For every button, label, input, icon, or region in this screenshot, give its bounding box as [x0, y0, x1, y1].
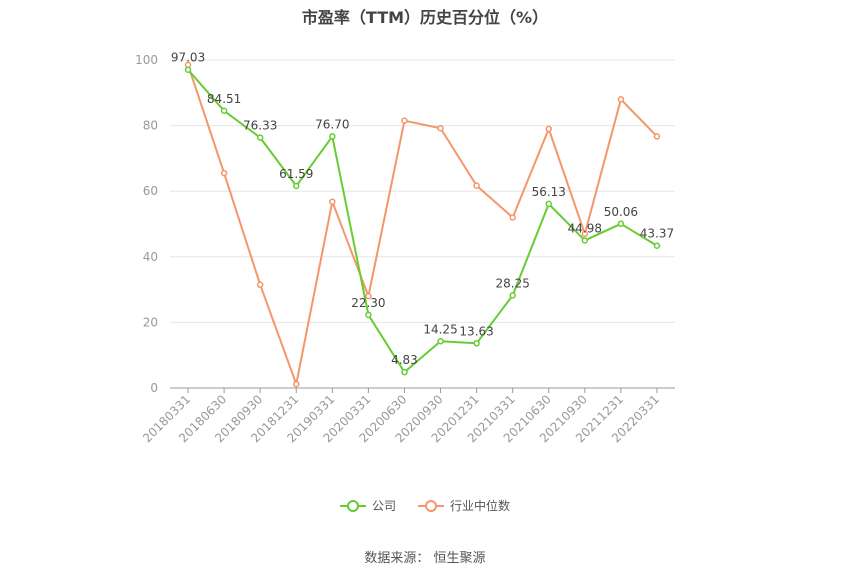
data-label-company: 56.13	[532, 185, 566, 199]
legend-label-company: 公司	[371, 499, 396, 513]
data-point-company	[401, 368, 408, 376]
y-tick-label: 80	[143, 119, 158, 133]
data-point-industry	[401, 117, 408, 124]
data-label-company: 43.37	[640, 227, 674, 241]
data-point-industry	[473, 182, 480, 189]
data-label-company: 13.63	[459, 324, 493, 338]
data-point-company	[437, 338, 444, 345]
series-line-industry	[187, 64, 658, 386]
axes: 0204060801002018033120180630201809302018…	[135, 53, 675, 445]
data-point-company	[256, 134, 264, 141]
data-point-industry	[365, 292, 372, 300]
data-point-industry	[437, 124, 444, 132]
data-label-company: 84.51	[207, 92, 241, 106]
data-point-company	[293, 182, 300, 190]
data-point-industry	[653, 133, 661, 140]
data-point-industry	[293, 380, 300, 388]
y-tick-label: 0	[150, 381, 158, 395]
source-note: 数据来源： 恒生聚源	[364, 551, 486, 566]
data-point-industry	[220, 169, 228, 177]
y-tick-label: 100	[135, 53, 158, 67]
data-label-company: 4.83	[391, 353, 418, 367]
legend-label-industry: 行业中位数	[450, 499, 511, 513]
data-point-company	[365, 311, 372, 319]
data-label-company: 61.59	[279, 167, 313, 181]
data-label-company: 22.30	[351, 296, 385, 310]
data-point-company	[329, 133, 336, 140]
data-point-company	[617, 220, 625, 228]
data-label-company: 50.06	[604, 205, 638, 219]
data-point-company	[220, 107, 228, 115]
series	[184, 61, 661, 388]
data-point-industry	[509, 214, 516, 221]
y-tick-label: 40	[143, 250, 158, 264]
data-point-company	[545, 200, 552, 208]
data-point-industry	[545, 125, 552, 133]
data-point-industry	[581, 230, 589, 238]
data-point-company	[473, 340, 480, 347]
data-point-company	[509, 292, 516, 299]
y-tick-label: 20	[143, 315, 158, 329]
gridlines	[170, 59, 675, 323]
data-label-company: 76.33	[243, 119, 277, 133]
data-point-company	[184, 66, 192, 73]
data-label-company: 14.25	[423, 322, 457, 336]
data-point-industry	[329, 198, 336, 205]
data-label-company: 28.25	[495, 276, 529, 290]
chart-title: 市盈率（TTM）历史百分位（%）	[301, 8, 549, 27]
series-line-company	[187, 69, 658, 374]
data-point-company	[653, 242, 661, 249]
data-point-industry	[256, 281, 264, 288]
legend-industry-icon	[418, 499, 444, 512]
data-label-company: 76.70	[315, 117, 349, 131]
legend-company-icon	[339, 499, 366, 512]
y-tick-label: 60	[143, 184, 158, 198]
data-point-company	[581, 237, 589, 244]
data-point-industry	[617, 96, 625, 103]
legend: 公司 行业中位数	[0, 497, 850, 514]
legend-item-company[interactable]: 公司	[339, 497, 396, 514]
data-label-company: 97.03	[171, 51, 205, 65]
data-label-company: 44.98	[568, 221, 602, 235]
legend-item-industry[interactable]: 行业中位数	[418, 497, 510, 514]
